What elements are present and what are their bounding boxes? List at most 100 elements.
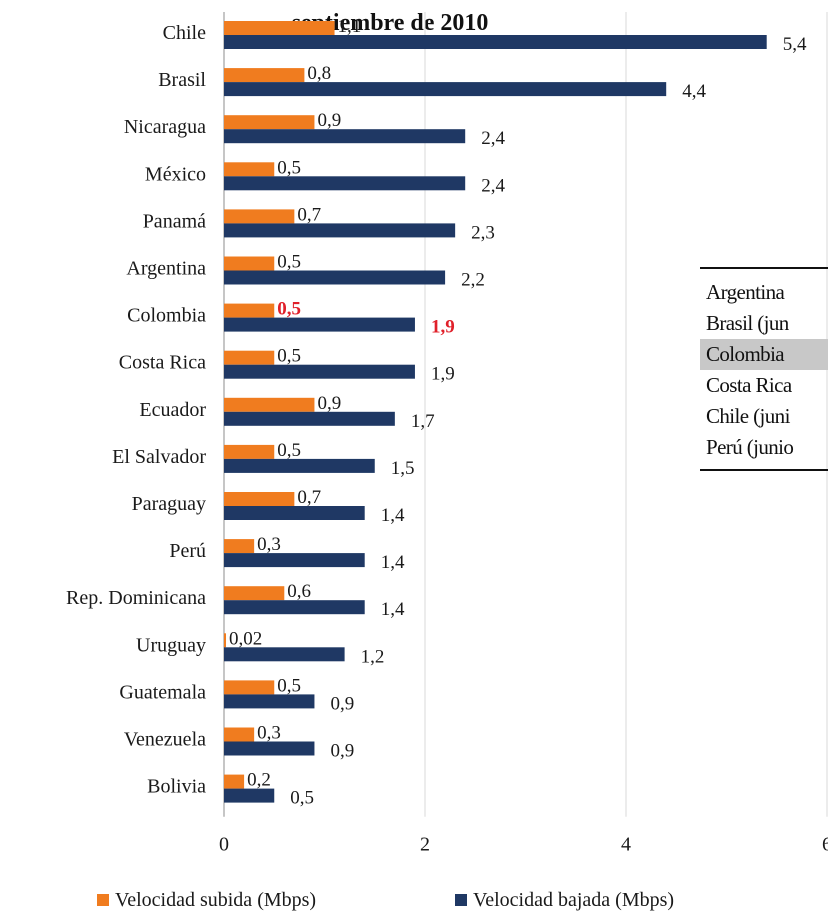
category-label: Bolivia (147, 776, 206, 798)
category-label: Venezuela (124, 729, 206, 751)
bar-subida (224, 162, 275, 177)
bar-bajada (224, 364, 415, 379)
legend-label-bajada: Velocidad bajada (Mbps) (473, 889, 674, 911)
data-label-subida: 0,6 (287, 581, 311, 602)
bar-bajada (224, 317, 415, 332)
data-label-subida: 0,5 (277, 440, 301, 461)
side-table-row: Chile (juni (706, 404, 790, 428)
x-tick-label: 4 (621, 834, 631, 856)
side-table: Argentina Brasil (jun Colombia Costa Ric… (700, 267, 828, 471)
bar-bajada (224, 741, 315, 756)
category-label: México (145, 163, 206, 185)
bar-bajada (224, 411, 395, 426)
bar-bajada (224, 788, 275, 803)
data-labels: 1,1 5,4 0,8 4,4 0,9 2,4 0,5 2,4 0,7 2,3 0,5 2,2 0,5 1… (229, 16, 807, 809)
x-tick-label: 6 (822, 834, 828, 856)
bar-bajada (224, 35, 767, 49)
x-tick-label: 0 (219, 834, 229, 856)
data-label-subida: 0,9 (317, 393, 341, 414)
bar-subida (224, 444, 275, 459)
data-label-bajada: 1,4 (381, 552, 405, 573)
category-label: Brasil (158, 69, 206, 91)
category-label: Argentina (126, 258, 206, 280)
data-label-subida: 0,9 (317, 110, 341, 131)
data-label-bajada: 0,9 (330, 741, 354, 762)
data-label-subida: 0,5 (277, 675, 301, 696)
category-label: Uruguay (136, 634, 206, 656)
data-label-bajada: 2,3 (471, 222, 495, 243)
bar-bajada (224, 82, 667, 97)
data-label-subida: 0,7 (297, 204, 321, 225)
side-table-row: Colombia (700, 339, 828, 370)
data-label-bajada: 4,4 (682, 81, 706, 102)
data-label-bajada: 1,2 (361, 646, 385, 667)
data-label-bajada: 2,4 (481, 175, 505, 196)
data-label-bajada: 1,4 (381, 599, 405, 620)
bar-subida (224, 586, 285, 601)
bar-subida (224, 209, 295, 224)
data-label-subida: 0,5 (277, 157, 301, 178)
bar-subida (224, 727, 255, 742)
category-label: Guatemala (119, 681, 206, 703)
category-label: Rep. Dominicana (66, 587, 206, 609)
legend-label-subida: Velocidad subida (Mbps) (115, 889, 316, 911)
bar-bajada (224, 270, 446, 285)
bar-subida (224, 774, 245, 789)
legend-swatch-subida (97, 894, 109, 906)
side-table-row: Argentina (706, 280, 785, 304)
bar-subida (224, 680, 275, 695)
data-label-subida: 0,02 (229, 628, 262, 649)
bar-subida (224, 350, 275, 365)
bar-bajada (224, 458, 375, 473)
bar-subida (224, 256, 275, 271)
bar-subida (224, 492, 295, 506)
data-label-subida: 0,2 (247, 770, 271, 791)
bar-subida (224, 539, 255, 554)
side-table-row: Costa Rica (706, 373, 792, 397)
category-label: Nicaragua (124, 116, 206, 138)
bar-bajada (224, 553, 365, 568)
category-label: Ecuador (139, 399, 206, 421)
data-label-bajada: 1,7 (411, 411, 435, 432)
legend-swatch-bajada (455, 894, 467, 906)
x-tick-labels: 0 2 4 6 (219, 834, 828, 856)
data-label-subida: 0,8 (307, 63, 331, 84)
bar-bajada (224, 223, 456, 238)
data-label-bajada: 5,4 (783, 34, 807, 55)
data-label-subida: 0,5 (277, 252, 301, 273)
data-label-bajada: 1,5 (391, 458, 415, 479)
bar-subida (224, 397, 315, 412)
category-label: Costa Rica (119, 352, 206, 374)
bar-bajada (224, 600, 365, 615)
bar-bajada (224, 176, 466, 191)
data-label-subida: 0,5 (277, 299, 301, 320)
bar-bajada (224, 506, 365, 520)
data-label-bajada: 2,2 (461, 270, 485, 291)
grid-lines (424, 12, 828, 817)
category-label: Chile (163, 22, 206, 44)
category-label: Perú (169, 540, 206, 562)
legend: Velocidad subida (Mbps) Velocidad bajada… (97, 889, 674, 911)
data-label-subida: 1,1 (338, 16, 362, 37)
data-label-bajada: 1,9 (431, 317, 455, 338)
data-label-bajada: 0,5 (290, 788, 314, 809)
side-table-row: Perú (junio (706, 435, 794, 459)
bar-bajada (224, 647, 345, 662)
bar-subida (224, 303, 275, 318)
data-label-bajada: 1,9 (431, 364, 455, 385)
bars (224, 21, 767, 803)
data-label-bajada: 2,4 (481, 128, 505, 149)
category-labels: Chile Brasil Nicaragua México Panamá Argentin… (66, 22, 206, 798)
data-label-subida: 0,3 (257, 723, 281, 744)
bar-bajada (224, 129, 466, 144)
side-table-row: Brasil (jun (706, 311, 789, 335)
category-label: Paraguay (132, 493, 206, 515)
category-label: Colombia (127, 305, 206, 327)
data-label-subida: 0,3 (257, 534, 281, 555)
category-label: Panamá (143, 210, 206, 232)
bar-subida (224, 21, 335, 35)
data-label-bajada: 0,9 (330, 693, 354, 714)
bar-subida (224, 115, 315, 130)
data-label-subida: 0,7 (297, 487, 321, 508)
